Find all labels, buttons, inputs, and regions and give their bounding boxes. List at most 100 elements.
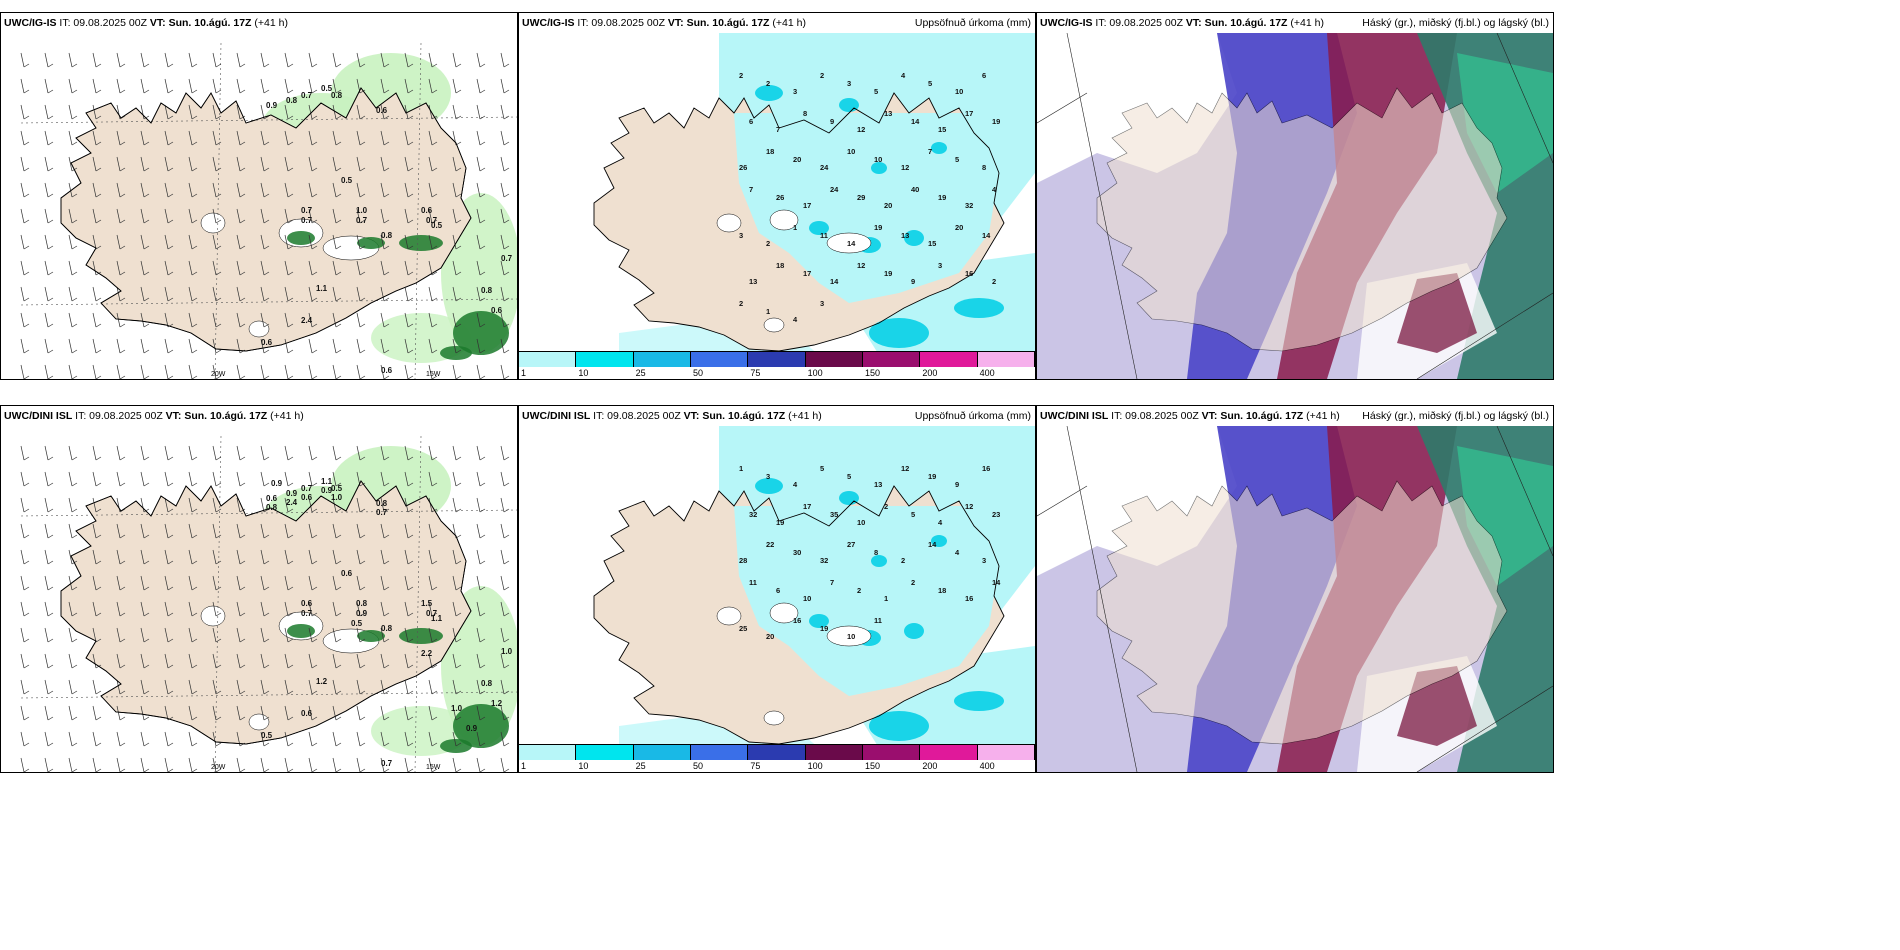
wind-barb [356,182,366,198]
accumulated-precip-map[interactable]: 2232354510667891213141517192618202410101… [519,33,1035,355]
wind-barb [308,234,318,250]
precip-value-label: 0.5 [331,484,343,493]
wind-barb [428,364,438,379]
wind-barb [308,338,318,354]
panel-header: UWC/DINI ISL IT: 09.08.2025 00Z VT: Sun.… [4,410,304,422]
wind-barb [260,260,270,276]
wind-barb [116,653,126,669]
wind-barb [236,627,246,643]
precip-total-label: 13 [901,231,909,240]
precip-total-label: 14 [928,540,937,549]
wind-barb [68,260,78,276]
precip-total-label: 19 [820,624,828,633]
precip-total-label: 9 [955,480,959,489]
panel-header: UWC/IG-IS IT: 09.08.2025 00Z VT: Sun. 10… [519,13,1035,33]
wind-barb [476,679,486,695]
wind-barb [44,208,54,224]
wind-barb [164,338,174,354]
wind-barb [164,653,174,669]
wind-barb [188,445,198,461]
wind-barb [404,312,414,328]
wind-barb [116,627,126,643]
precip-total-label: 4 [793,315,798,324]
wind-barb [452,757,462,772]
precip-total-label: 2 [911,578,915,587]
wind-barb [92,679,102,695]
precip-total-label: 5 [911,510,915,519]
wind-barb [332,78,342,94]
precip-value-label: 0.8 [481,286,493,295]
wind-barb [92,104,102,120]
wind-barb [500,575,510,591]
wind-barb [452,312,462,328]
wind-barb [332,104,342,120]
colorbar-swatch [748,744,806,760]
wind-barb [308,575,318,591]
wind-barb [212,731,222,747]
accumulated-precip-map[interactable]: 1345513121991632191735102541223282230322… [519,426,1035,748]
wind-barb [236,156,246,172]
wind-barb [500,104,510,120]
wind-barb [20,575,30,591]
precip-value-label: 0.6 [301,709,313,718]
wind-barb [476,705,486,721]
wind-barb [188,52,198,68]
precip-total-label: 6 [776,586,780,595]
wind-barb [20,497,30,513]
wind-barb [500,286,510,302]
cloud-cover-map[interactable] [1037,33,1553,379]
cloud-cover-map[interactable] [1037,426,1553,772]
precip-total-label: 5 [955,155,959,164]
wind-barb [20,627,30,643]
precip-total-label: 16 [793,616,801,625]
wind-barb [284,156,294,172]
wind-barb [428,234,438,250]
wind-barb [476,471,486,487]
wind-barb [428,182,438,198]
wind-barb [380,104,390,120]
wind-barb [260,104,270,120]
panel-precip-igis: UWC/IG-IS IT: 09.08.2025 00Z VT: Sun. 10… [518,12,1036,380]
wind-barb [452,234,462,250]
precip-value-label: 0.7 [376,508,388,517]
wind-barb [116,182,126,198]
colorbar-tick-label: 100 [807,368,823,378]
wind-barb [356,312,366,328]
precip-total-label: 7 [749,185,753,194]
wind-barb [164,471,174,487]
wind-barb [428,471,438,487]
wind-barb [140,104,150,120]
wind-barb [44,78,54,94]
wind-barb [92,130,102,146]
precip-value-label: 1.1 [316,284,328,293]
precip-total-label: 2 [739,299,743,308]
precip-total-label: 7 [776,125,780,134]
precip-total-label: 11 [874,616,882,625]
colorbar-tick-label: 150 [865,761,881,771]
precip-total-label: 5 [874,87,878,96]
wind-barb [20,601,30,617]
precip-total-label: 6 [982,71,986,80]
colorbar-tick-label: 200 [922,761,938,771]
wind-barb [68,445,78,461]
wind-barb [44,653,54,669]
wind-precip-map[interactable]: 20W 15W0.90.80.70.50.80.60.50.70.71.00.70… [1,33,517,379]
panel-field-title: Uppsöfnuð úrkoma (mm) [914,17,1031,29]
wind-precip-map[interactable]: 20W 15W0.60.90.71.10.50.80.60.60.70.80.90… [1,426,517,772]
wind-barb [212,549,222,565]
wind-barb [68,575,78,591]
wind-barb [356,653,366,669]
wind-barb [116,208,126,224]
wind-barb [500,757,510,772]
wind-barb [164,601,174,617]
panel-field-title: Uppsöfnuð úrkoma (mm) [914,410,1031,422]
wind-barb [188,679,198,695]
wind-barb [140,731,150,747]
wind-barb [380,497,390,513]
wind-barb [380,78,390,94]
wind-barb [92,601,102,617]
precip-total-label: 17 [965,109,973,118]
precip-total-label: 14 [911,117,920,126]
wind-barb [500,653,510,669]
wind-barb [164,757,174,772]
